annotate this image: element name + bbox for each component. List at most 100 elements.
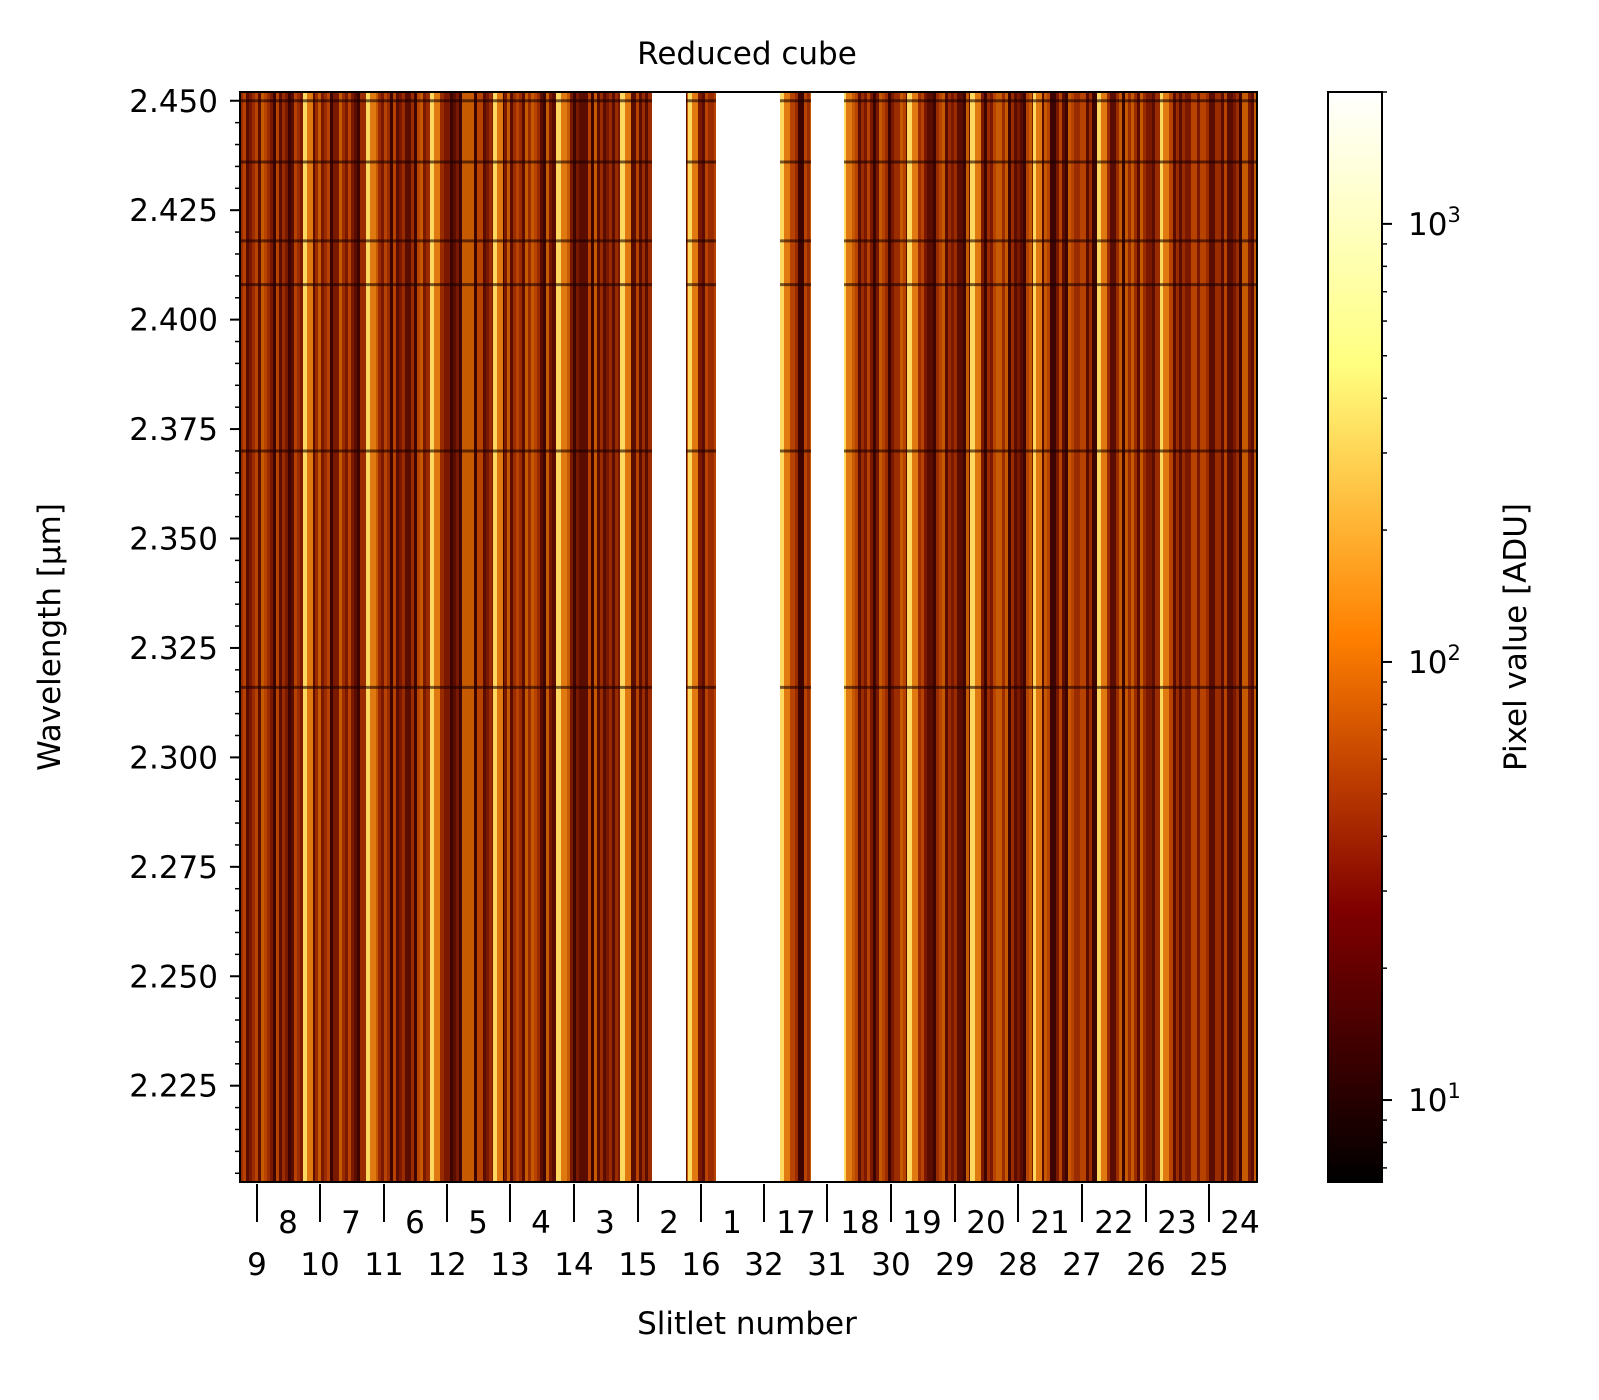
heatmap-column <box>588 92 591 1182</box>
heatmap-column <box>1092 92 1095 1182</box>
heatmap-column <box>1227 92 1230 1182</box>
y-tick-label: 2.250 <box>129 959 218 995</box>
heatmap-column <box>861 92 864 1182</box>
heatmap-column <box>873 92 876 1182</box>
heatmap-column <box>330 92 333 1182</box>
heatmap-column <box>477 92 480 1182</box>
heatmap-column <box>1200 92 1203 1182</box>
heatmap-bright-edge <box>846 92 852 1182</box>
heatmap-column <box>408 92 411 1182</box>
heatmap-column <box>963 92 966 1182</box>
heatmap-column <box>918 92 921 1182</box>
heatmap-bright-edge <box>303 92 307 1182</box>
x-tick-label-bottom: 26 <box>1126 1247 1165 1283</box>
heatmap-column <box>348 92 351 1182</box>
heatmap-column <box>573 92 576 1182</box>
heatmap-column <box>1221 92 1224 1182</box>
heatmap-column <box>1230 92 1233 1182</box>
heatmap-column <box>441 92 444 1182</box>
heatmap-column <box>402 92 405 1182</box>
heatmap-column <box>354 92 357 1182</box>
heatmap-column <box>285 92 288 1182</box>
x-tick-label-bottom: 16 <box>681 1247 720 1283</box>
heatmap-column <box>948 92 951 1182</box>
x-tick-label-bottom: 13 <box>490 1247 529 1283</box>
heatmap-column <box>360 92 363 1182</box>
heatmap-column <box>396 92 399 1182</box>
heatmap-column <box>1236 92 1239 1182</box>
y-tick-label: 2.300 <box>129 740 218 776</box>
heatmap-column <box>600 92 603 1182</box>
heatmap-column <box>567 92 570 1182</box>
x-tick-label-bottom: 9 <box>247 1247 267 1283</box>
heatmap-column <box>381 92 384 1182</box>
heatmap-column <box>630 92 633 1182</box>
heatmap-column <box>531 92 534 1182</box>
heatmap-column <box>636 92 639 1182</box>
heatmap-column <box>1197 92 1200 1182</box>
x-tick-label-top: 23 <box>1157 1205 1196 1241</box>
heatmap-column <box>543 92 546 1182</box>
chart-title: Reduced cube <box>637 36 857 72</box>
x-tick-label-top: 18 <box>840 1205 879 1241</box>
x-tick-label-top: 3 <box>595 1205 615 1241</box>
heatmap-column <box>240 92 243 1182</box>
heatmap-column <box>615 92 618 1182</box>
heatmap-column <box>1188 92 1191 1182</box>
heatmap-column <box>1086 92 1089 1182</box>
heatmap-bright-edge <box>784 92 790 1182</box>
x-tick-label-top: 5 <box>468 1205 488 1241</box>
heatmap-column <box>1083 92 1086 1182</box>
heatmap-column <box>288 92 291 1182</box>
heatmap-column <box>549 92 552 1182</box>
heatmap-column <box>1146 92 1149 1182</box>
heatmap-column <box>642 92 645 1182</box>
heatmap-column <box>243 92 246 1182</box>
x-tick-label-top: 24 <box>1220 1205 1259 1241</box>
heatmap-column <box>1068 92 1071 1182</box>
heatmap-column <box>363 92 366 1182</box>
colorbar: 101 102 103 <box>1327 91 1461 1183</box>
heatmap-bright-edge <box>688 92 692 1182</box>
heatmap-column <box>1155 92 1158 1182</box>
heatmap-absorption-lines <box>240 99 1257 689</box>
heatmap-column <box>327 92 330 1182</box>
heatmap-bright-edge <box>561 92 567 1182</box>
heatmap-bright-edge <box>780 92 784 1182</box>
heatmap-column <box>1137 92 1140 1182</box>
heatmap-column <box>924 92 927 1182</box>
heatmap-column <box>579 92 582 1182</box>
heatmap-bright-edge <box>843 92 846 1182</box>
heatmap-column <box>1005 92 1008 1182</box>
heatmap-column <box>1008 92 1011 1182</box>
heatmap-column <box>294 92 297 1182</box>
heatmap-column <box>930 92 933 1182</box>
heatmap-column <box>291 92 294 1182</box>
heatmap-column <box>612 92 615 1182</box>
heatmap-column <box>393 92 396 1182</box>
heatmap-column <box>1149 92 1152 1182</box>
heatmap-column <box>1023 92 1026 1182</box>
x-tick-label-bottom: 31 <box>807 1247 846 1283</box>
heatmap-column <box>957 92 960 1182</box>
heatmap-column <box>870 92 873 1182</box>
heatmap-column <box>504 92 507 1182</box>
heatmap-column <box>351 92 354 1182</box>
x-tick-label-bottom: 30 <box>871 1247 910 1283</box>
heatmap-column <box>885 92 888 1182</box>
heatmap-column <box>276 92 279 1182</box>
heatmap-column <box>480 92 483 1182</box>
heatmap-column <box>939 92 942 1182</box>
heatmap-column <box>645 92 648 1182</box>
x-axis: 8 7 6 5 4 3 2 1 17 18 19 20 21 22 23 249 10 11 12 13 14 15 16 3… <box>247 1184 1260 1283</box>
x-tick-label-bottom: 11 <box>364 1247 403 1283</box>
heatmap-column <box>507 92 510 1182</box>
x-tick-label-top: 2 <box>659 1205 679 1241</box>
heatmap-column <box>246 92 249 1182</box>
heatmap-column <box>570 92 573 1182</box>
y-tick-label: 2.425 <box>129 193 218 229</box>
heatmap-column <box>546 92 549 1182</box>
x-tick-label-bottom: 14 <box>554 1247 593 1283</box>
x-axis-label: Slitlet number <box>637 1306 857 1342</box>
heatmap-column <box>639 92 642 1182</box>
